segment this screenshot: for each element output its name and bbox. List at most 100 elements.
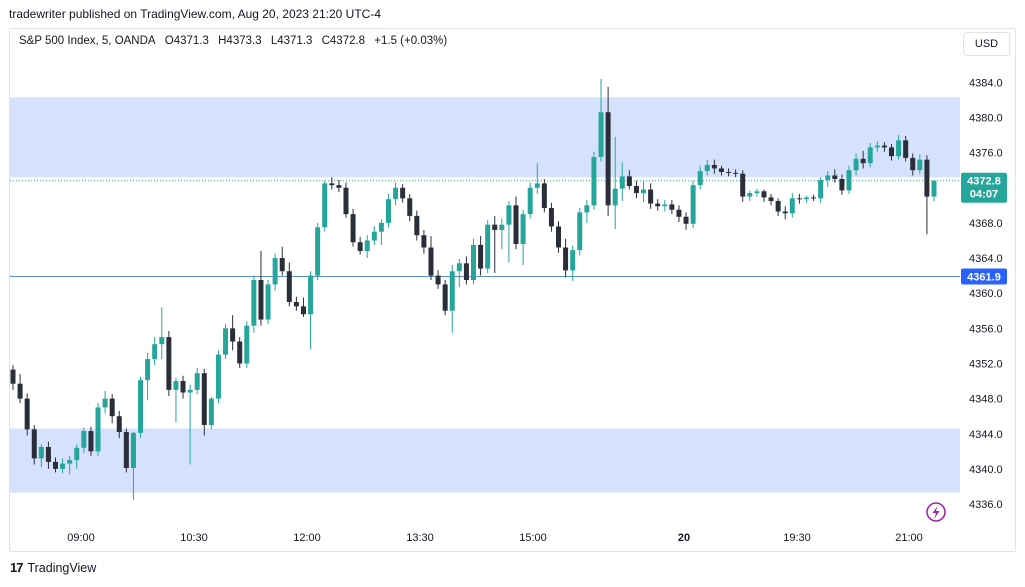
candle[interactable] [534, 163, 540, 194]
candle[interactable] [619, 162, 625, 201]
candle[interactable] [754, 188, 760, 197]
candle[interactable] [513, 196, 519, 250]
candle[interactable] [10, 365, 16, 390]
candle[interactable] [393, 182, 399, 206]
candle[interactable] [570, 245, 576, 281]
candle[interactable] [357, 236, 363, 255]
candle[interactable] [45, 441, 51, 469]
candle[interactable] [626, 170, 632, 190]
candle[interactable] [194, 367, 200, 395]
candle[interactable] [414, 210, 420, 241]
candle[interactable] [350, 208, 356, 247]
candle[interactable] [704, 159, 710, 176]
candle[interactable] [385, 193, 391, 228]
candle[interactable] [456, 258, 462, 288]
candle[interactable] [279, 246, 285, 276]
candle[interactable] [300, 297, 306, 317]
candle[interactable] [917, 154, 923, 174]
candle[interactable] [740, 170, 746, 202]
candle[interactable] [718, 165, 724, 176]
candle[interactable] [747, 190, 753, 201]
candle[interactable] [485, 220, 491, 273]
candle[interactable] [17, 374, 23, 404]
candle[interactable] [173, 377, 179, 423]
candle[interactable] [888, 143, 894, 161]
candle[interactable] [896, 135, 902, 160]
candle[interactable] [598, 78, 604, 162]
candle[interactable] [492, 215, 498, 273]
candle[interactable] [697, 165, 703, 190]
candle[interactable] [584, 200, 590, 223]
candle[interactable] [860, 150, 866, 169]
candle[interactable] [442, 280, 448, 316]
candle[interactable] [60, 458, 66, 474]
candle[interactable] [123, 428, 129, 473]
candle[interactable] [662, 200, 668, 212]
candle[interactable] [655, 199, 661, 211]
candle[interactable] [138, 376, 144, 439]
candle[interactable] [761, 189, 767, 202]
candle[interactable] [293, 296, 299, 311]
candle[interactable] [499, 218, 505, 250]
candle[interactable] [38, 444, 44, 468]
candle[interactable] [180, 375, 186, 399]
candle[interactable] [371, 226, 377, 245]
candle[interactable] [612, 136, 618, 230]
candle[interactable] [145, 352, 151, 401]
candle[interactable] [825, 171, 831, 187]
candle[interactable] [818, 177, 824, 203]
candle[interactable] [187, 384, 193, 465]
candle[interactable] [605, 86, 611, 216]
candle[interactable] [208, 396, 214, 430]
candle[interactable] [563, 238, 569, 278]
candle[interactable] [53, 457, 59, 473]
candle[interactable] [166, 330, 172, 396]
candle[interactable] [577, 207, 583, 256]
candle[interactable] [591, 151, 597, 210]
candle[interactable] [215, 350, 221, 404]
candle[interactable] [541, 178, 547, 213]
footer-brand[interactable]: 17 TradingView [10, 560, 96, 575]
candle[interactable] [789, 193, 795, 218]
candle[interactable] [648, 183, 654, 209]
candle[interactable] [364, 235, 370, 259]
candle[interactable] [230, 315, 236, 351]
candle[interactable] [407, 193, 413, 222]
candle[interactable] [775, 198, 781, 216]
candle[interactable] [102, 390, 108, 414]
candle[interactable] [846, 165, 852, 194]
candle[interactable] [669, 200, 675, 215]
candle[interactable] [251, 275, 257, 333]
candle[interactable] [676, 205, 682, 223]
candle[interactable] [839, 174, 845, 195]
candle[interactable] [449, 265, 455, 333]
candle[interactable] [88, 426, 94, 456]
candle[interactable] [527, 182, 533, 219]
candle[interactable] [931, 179, 937, 201]
candle[interactable] [265, 280, 271, 324]
candle[interactable] [924, 155, 930, 235]
currency-button[interactable]: USD [963, 32, 1010, 56]
candle[interactable] [711, 159, 717, 174]
candle[interactable] [315, 222, 321, 281]
candle[interactable] [31, 424, 37, 465]
candle[interactable] [67, 455, 73, 475]
candle[interactable] [336, 179, 342, 193]
candle[interactable] [903, 135, 909, 162]
candle[interactable] [881, 142, 887, 152]
candle[interactable] [733, 169, 739, 178]
candle[interactable] [152, 337, 158, 366]
candle[interactable] [506, 200, 512, 263]
candle[interactable] [130, 432, 136, 500]
candle[interactable] [159, 307, 165, 360]
candle[interactable] [201, 368, 207, 436]
candle[interactable] [308, 271, 314, 350]
candle[interactable] [556, 221, 562, 253]
candle[interactable] [81, 427, 87, 454]
candle[interactable] [641, 180, 647, 202]
candle[interactable] [109, 394, 115, 424]
candle[interactable] [811, 194, 817, 201]
candle[interactable] [463, 256, 469, 285]
candle[interactable] [400, 184, 406, 203]
